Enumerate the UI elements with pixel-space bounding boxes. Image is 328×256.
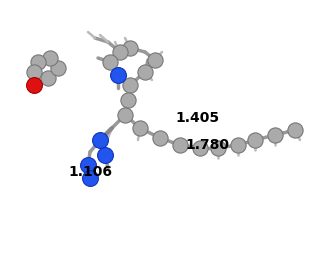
Point <box>87 176 92 180</box>
Point <box>236 143 241 147</box>
Point <box>102 153 108 157</box>
Point <box>107 60 113 64</box>
Point <box>125 98 131 102</box>
Text: 1.405: 1.405 <box>175 111 219 125</box>
Point <box>215 146 221 150</box>
Point <box>55 66 61 70</box>
Point <box>127 46 133 50</box>
Point <box>292 128 297 132</box>
Point <box>31 83 37 87</box>
Point <box>45 76 51 80</box>
Text: 1.780: 1.780 <box>185 138 229 152</box>
Point <box>177 143 183 147</box>
Point <box>122 113 128 117</box>
Point <box>47 56 52 60</box>
Text: 1.106: 1.106 <box>68 165 112 179</box>
Point <box>31 70 37 74</box>
Point <box>137 126 143 130</box>
Point <box>127 83 133 87</box>
Point <box>272 133 277 137</box>
Point <box>85 163 91 167</box>
Point <box>197 146 203 150</box>
Point <box>142 70 148 74</box>
Point <box>117 50 123 54</box>
Point <box>252 138 257 142</box>
Point <box>115 73 121 77</box>
Point <box>153 58 158 62</box>
Point <box>97 138 103 142</box>
Point <box>35 60 41 64</box>
Point <box>157 136 163 140</box>
